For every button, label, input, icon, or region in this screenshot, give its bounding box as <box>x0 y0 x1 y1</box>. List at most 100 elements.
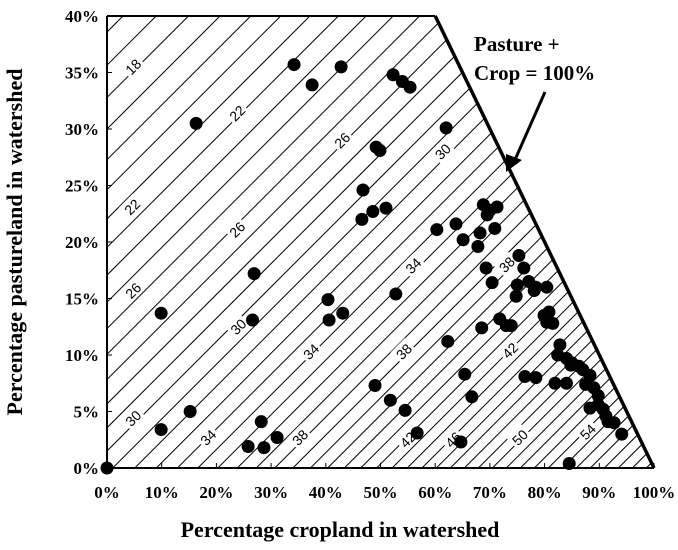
contour-label: 42 <box>496 337 523 363</box>
x-tick-label: 20% <box>199 483 233 502</box>
point <box>546 316 560 330</box>
point <box>518 369 532 383</box>
point <box>512 249 526 263</box>
contour-label-text: 30 <box>432 140 454 162</box>
contour-label-bg <box>119 277 146 303</box>
point <box>356 183 370 197</box>
contour-label-text: 34 <box>402 254 424 276</box>
contour-label-text: 26 <box>122 279 144 301</box>
annotation: Crop = 100% <box>474 61 595 85</box>
point <box>540 280 554 294</box>
contour-line <box>464 16 654 468</box>
y-tick-label: 10% <box>65 346 99 365</box>
contour-label-bg <box>399 252 426 278</box>
contour-line <box>604 16 654 468</box>
point <box>504 319 518 333</box>
contour-line <box>107 16 339 468</box>
point <box>305 78 319 92</box>
point <box>154 306 168 320</box>
point <box>183 405 197 418</box>
x-axis-title: Percentage cropland in watershed <box>181 517 500 542</box>
point <box>456 233 470 247</box>
contour-label-bg <box>223 99 250 126</box>
point <box>379 201 393 215</box>
contour-line <box>107 16 311 468</box>
contour-label-bg <box>506 424 533 450</box>
contour-label: 26 <box>328 126 355 153</box>
contour-label: 22 <box>223 99 250 126</box>
point <box>257 441 271 455</box>
point <box>548 376 562 390</box>
contour-label-text: 26 <box>331 129 353 151</box>
contour-label: 26 <box>223 216 250 242</box>
contour-line <box>310 16 654 468</box>
x-tick-label: 90% <box>582 483 616 502</box>
contour-label: 54 <box>574 418 600 444</box>
contour-label: 34 <box>297 338 324 364</box>
y-tick-label: 20% <box>65 233 99 252</box>
point <box>246 313 260 327</box>
contour-label-bg <box>194 424 221 450</box>
contour-line <box>107 16 471 468</box>
point <box>334 60 348 74</box>
contour-line <box>107 16 420 468</box>
point <box>322 313 336 327</box>
y-tick-label: 35% <box>65 64 99 83</box>
contour-label-text: 38 <box>393 340 415 362</box>
x-tick-label: 30% <box>254 483 288 502</box>
point <box>454 435 468 449</box>
point <box>465 390 479 404</box>
contour-label: 18 <box>119 53 146 79</box>
contour-line <box>107 16 520 468</box>
annotation: Pasture + <box>474 32 560 56</box>
contour-label: 50 <box>506 424 533 450</box>
point <box>398 403 412 417</box>
x-tick-label: 50% <box>364 483 398 502</box>
y-tick-label: 30% <box>65 120 99 139</box>
contour-line <box>107 16 221 468</box>
contour-label-bg <box>223 216 250 242</box>
point <box>510 278 524 292</box>
point <box>410 426 424 440</box>
contour-label-bg <box>439 426 466 452</box>
contour-line <box>107 16 252 468</box>
point <box>607 416 621 430</box>
point <box>355 212 369 226</box>
point <box>615 427 629 441</box>
point <box>439 121 453 135</box>
point <box>336 306 350 320</box>
contour-line <box>646 16 654 468</box>
point <box>373 143 387 157</box>
point <box>562 456 576 470</box>
contour-line <box>534 16 654 468</box>
contour-label-text: 30 <box>122 407 144 429</box>
point <box>553 338 567 352</box>
x-tick-label: 0% <box>94 483 120 502</box>
point <box>529 371 543 385</box>
y-tick-label: 15% <box>65 290 99 309</box>
contour-label-text: 26 <box>226 218 248 240</box>
contour-label: 34 <box>194 424 221 450</box>
contour-line <box>107 16 189 468</box>
contour-label-bg <box>224 313 251 339</box>
point <box>386 68 400 82</box>
y-axis-title: Percentage pastureland in watershed <box>2 69 27 416</box>
point <box>458 367 472 381</box>
contour-label: 34 <box>399 252 426 278</box>
contour-label-text: 18 <box>122 56 144 78</box>
contour-label-bg <box>493 251 519 277</box>
contour-label-bg <box>390 338 417 364</box>
x-tick-label: 60% <box>418 483 452 502</box>
point <box>189 116 203 130</box>
contour-label-bg <box>574 418 600 444</box>
contour-label-bg <box>297 338 324 364</box>
contour-label-bg <box>119 404 146 431</box>
contour-line <box>590 16 654 468</box>
contour-line <box>107 16 543 468</box>
point <box>517 261 531 275</box>
x-tick-label: 10% <box>145 483 179 502</box>
y-tick-label: 0% <box>74 459 100 478</box>
contour-label-bg <box>119 53 146 79</box>
point <box>383 393 397 407</box>
contour-label: 26 <box>119 277 146 303</box>
